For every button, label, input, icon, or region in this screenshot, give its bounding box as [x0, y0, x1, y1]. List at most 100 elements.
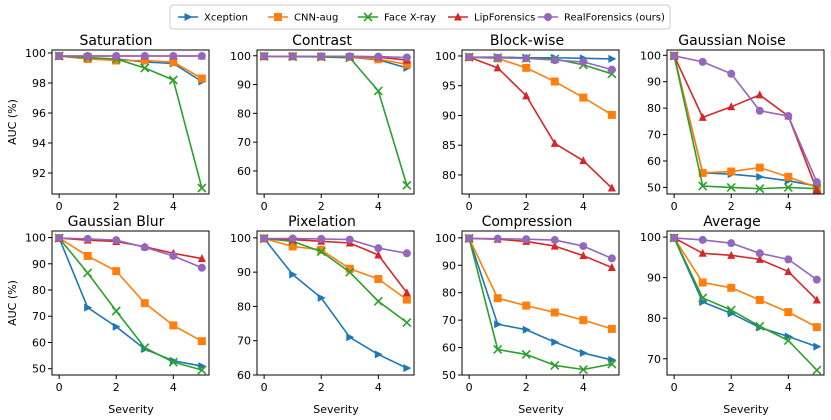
- data-point: [83, 52, 92, 60]
- data-point: [83, 251, 92, 260]
- y-tick-label: 70: [647, 129, 661, 142]
- x-tick-label: 2: [728, 381, 735, 394]
- data-point: [345, 52, 354, 61]
- series-cnn-aug: [670, 51, 821, 192]
- data-point: [579, 251, 588, 260]
- series-line: [59, 55, 203, 80]
- x-axis-label: Severity: [108, 403, 154, 416]
- series-lipforensics: [465, 52, 616, 192]
- y-tick-label: 90: [647, 76, 661, 89]
- series-line: [264, 55, 408, 186]
- data-point: [698, 181, 708, 191]
- y-tick-label: 50: [32, 363, 46, 376]
- data-point: [607, 65, 616, 74]
- data-point: [607, 359, 617, 369]
- data-point: [402, 249, 411, 258]
- x-axis-label: Severity: [723, 403, 769, 416]
- panel-title: Saturation: [80, 33, 153, 49]
- y-tick-label: 70: [647, 353, 661, 366]
- data-point: [374, 244, 383, 253]
- series-face-x-ray: [669, 51, 822, 194]
- data-point: [698, 57, 707, 66]
- data-point: [550, 241, 559, 250]
- data-point: [726, 305, 736, 315]
- series-realforensics-ours: [55, 234, 206, 272]
- series-realforensics-ours: [260, 52, 411, 62]
- panel-average: Average Severity 0 2 4 70 80 90 100: [640, 214, 825, 416]
- x-tick-label: 0: [261, 200, 268, 213]
- data-point: [579, 57, 588, 66]
- panel-title: Gaussian Noise: [678, 33, 786, 49]
- x-tick-label: 2: [113, 381, 120, 394]
- data-point: [522, 235, 531, 244]
- plot-frame: [51, 49, 210, 195]
- data-point: [317, 293, 326, 302]
- data-point: [607, 254, 616, 263]
- panel-title: Compression: [482, 214, 573, 230]
- data-point: [698, 112, 707, 121]
- data-point: [345, 267, 355, 277]
- series-realforensics-ours: [465, 53, 616, 74]
- x-tick-label: 2: [523, 381, 530, 394]
- data-point: [169, 251, 178, 260]
- data-point: [402, 180, 412, 190]
- x-axis-label: Severity: [313, 403, 359, 416]
- y-tick-label: 98: [32, 77, 46, 90]
- y-axis-label: AUC (%): [6, 280, 19, 326]
- data-point: [140, 63, 150, 73]
- data-point: [755, 184, 765, 194]
- legend-marker: [274, 13, 282, 21]
- series-line: [264, 237, 408, 294]
- data-point: [783, 335, 793, 346]
- y-tick-label: 100: [435, 232, 456, 245]
- data-point: [727, 69, 736, 78]
- y-tick-label: 70: [32, 310, 46, 323]
- data-point: [607, 324, 616, 333]
- y-tick-label: 50: [647, 181, 661, 194]
- data-point: [112, 236, 121, 245]
- data-point: [288, 242, 297, 251]
- series-line: [673, 237, 818, 371]
- data-point: [402, 288, 411, 297]
- legend-item-cnn-aug: CNN-aug: [268, 13, 338, 24]
- y-tick-label: 70: [442, 314, 456, 327]
- data-point: [197, 52, 206, 60]
- data-point: [698, 278, 707, 287]
- plot-frame: [461, 230, 620, 376]
- data-point: [579, 93, 588, 102]
- legend-label: LipForensics: [474, 13, 535, 24]
- series-realforensics-ours: [465, 234, 616, 263]
- data-point: [579, 316, 588, 325]
- data-point: [83, 268, 93, 278]
- data-point: [698, 168, 707, 177]
- x-tick-label: 0: [466, 381, 473, 394]
- y-tick-label: 60: [32, 336, 46, 349]
- data-point: [374, 275, 383, 283]
- x-tick-label: 4: [580, 200, 587, 213]
- series-line: [263, 238, 408, 369]
- data-point: [493, 63, 502, 72]
- y-tick-label: 100: [230, 50, 251, 63]
- data-point: [522, 301, 531, 310]
- data-point: [288, 52, 297, 61]
- x-tick-label: 2: [318, 200, 325, 213]
- series-line: [264, 55, 407, 59]
- series-line: [469, 237, 613, 260]
- data-point: [755, 163, 764, 172]
- data-point: [550, 236, 559, 245]
- series-realforensics-ours: [670, 233, 821, 284]
- x-tick-label: 0: [466, 200, 473, 213]
- data-point: [812, 275, 821, 284]
- y-tick-label: 100: [640, 49, 661, 62]
- series-line: [469, 56, 613, 71]
- y-tick-label: 100: [25, 47, 46, 60]
- data-point: [812, 178, 821, 187]
- data-point: [493, 344, 503, 355]
- data-point: [402, 53, 411, 62]
- data-point: [784, 172, 793, 181]
- data-point: [579, 242, 588, 251]
- legend-item-realforensics-ours: RealForensics (ours): [538, 13, 665, 24]
- data-point: [465, 53, 474, 62]
- y-tick-label: 80: [237, 107, 251, 120]
